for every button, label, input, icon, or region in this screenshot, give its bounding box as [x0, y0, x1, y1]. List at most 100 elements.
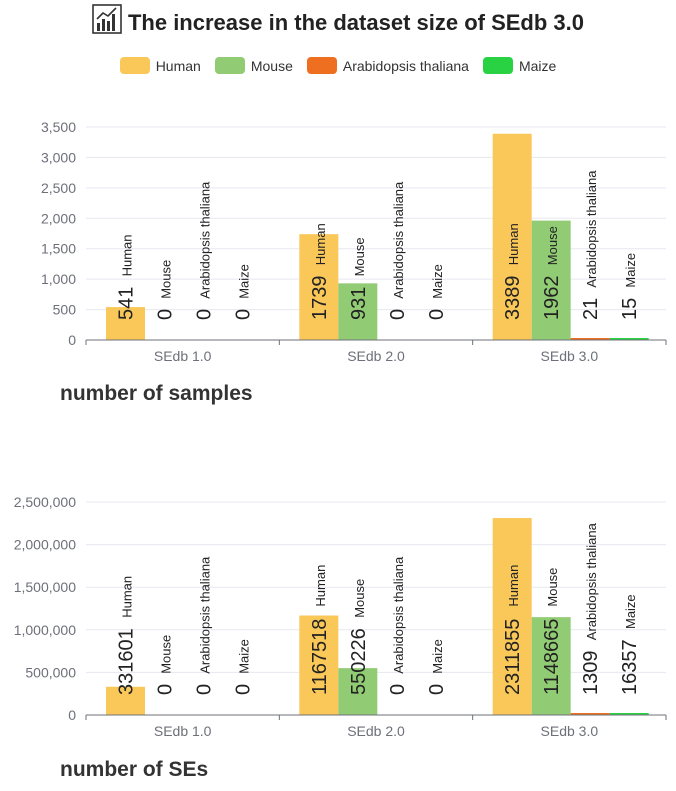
legend-swatch — [306, 57, 337, 74]
bar[interactable] — [106, 686, 145, 715]
series-label: Human — [120, 234, 135, 276]
x-tick-label: SEdb 1.0 — [154, 348, 212, 364]
series-label: Mouse — [545, 226, 560, 265]
data-label: 541 — [116, 287, 138, 320]
data-label: 1167518 — [309, 619, 331, 695]
series-label: Mouse — [545, 568, 560, 607]
data-label: 931 — [348, 287, 370, 320]
y-tick-label: 3,500 — [41, 119, 76, 135]
ses-chart-caption: number of SEs — [60, 758, 209, 781]
y-tick-label: 1,500 — [41, 241, 76, 257]
data-label: 1309 — [580, 651, 602, 696]
x-tick-label: SEdb 2.0 — [347, 348, 405, 364]
y-tick-label: 0 — [68, 707, 76, 723]
bar[interactable] — [338, 283, 378, 340]
bar[interactable] — [299, 615, 339, 715]
series-label: Mouse — [352, 579, 367, 618]
data-label: 0 — [194, 309, 216, 320]
x-tick-label: SEdb 3.0 — [541, 723, 599, 739]
bar[interactable] — [299, 234, 339, 340]
legend-item-maize[interactable]: Maize — [482, 57, 557, 74]
legend-item-arabidopsis[interactable]: Arabidopsis thaliana — [306, 57, 469, 74]
data-label: 0 — [233, 684, 255, 695]
legend-item-mouse[interactable]: Mouse — [214, 57, 293, 74]
y-tick-label: 2,500,000 — [14, 494, 76, 510]
data-label: 21 — [580, 298, 602, 320]
samples-chart-caption: number of samples — [60, 382, 253, 405]
data-label: 0 — [194, 684, 216, 695]
legend-swatch — [119, 57, 150, 74]
series-label: Arabidopsis thaliana — [391, 556, 406, 674]
legend: Human Mouse Arabidopsis thaliana Maize — [0, 57, 676, 74]
ses-chart: 0 500,000 1,000,000 1,500,000 2,000,000 2,500… — [14, 494, 667, 739]
series-label: Human — [120, 576, 135, 618]
series-label: Mouse — [352, 237, 367, 276]
bar-chart-icon — [92, 4, 122, 34]
series-label: Human — [313, 565, 328, 607]
bar[interactable] — [531, 220, 571, 340]
data-label: 1962 — [541, 276, 563, 321]
data-label: 0 — [155, 309, 177, 320]
data-label: 1148665 — [541, 619, 563, 695]
series-label: Maize — [430, 639, 445, 674]
legend-item-human[interactable]: Human — [119, 57, 201, 74]
legend-swatch — [214, 57, 245, 74]
bar[interactable] — [531, 617, 571, 715]
series-label: Arabidopsis thaliana — [584, 522, 599, 640]
samples-chart: 0 500 1,000 1,500 2,000 2,500 3,000 3,500 541 Hum… — [41, 119, 667, 364]
series-label: Maize — [623, 594, 638, 629]
y-tick-label: 1,500,000 — [14, 579, 76, 595]
data-label: 16357 — [619, 639, 641, 695]
data-label: 3389 — [502, 276, 524, 321]
series-label: Maize — [430, 264, 445, 299]
data-label: 0 — [387, 309, 409, 320]
series-label: Mouse — [159, 260, 174, 299]
series-label: Arabidopsis thaliana — [198, 181, 213, 299]
data-label: 2311855 — [502, 619, 524, 695]
y-tick-label: 0 — [68, 332, 76, 348]
y-tick-label: 1,000,000 — [14, 622, 76, 638]
legend-label: Maize — [518, 57, 557, 74]
data-label: 550226 — [348, 628, 370, 695]
data-label: 0 — [387, 684, 409, 695]
chart-title: The increase in the dataset size of SEdb… — [0, 4, 676, 36]
series-label: Human — [506, 565, 521, 607]
series-label: Arabidopsis thaliana — [391, 181, 406, 299]
data-label: 0 — [426, 309, 448, 320]
y-tick-label: 2,500 — [41, 180, 76, 196]
series-label: Human — [506, 223, 521, 265]
legend-label: Arabidopsis thaliana — [342, 57, 469, 74]
y-tick-label: 1,000 — [41, 271, 76, 287]
series-label: Maize — [237, 639, 252, 674]
y-tick-label: 500,000 — [25, 664, 76, 680]
bar[interactable] — [570, 338, 610, 340]
series-label: Maize — [237, 264, 252, 299]
chart-title-text: The increase in the dataset size of SEdb… — [127, 10, 585, 35]
y-tick-label: 2,000,000 — [14, 537, 76, 553]
series-label: Arabidopsis thaliana — [584, 170, 599, 288]
data-label: 331601 — [116, 628, 138, 695]
y-tick-label: 2,000 — [41, 210, 76, 226]
series-label: Mouse — [159, 635, 174, 674]
data-label: 0 — [155, 684, 177, 695]
bar[interactable] — [609, 713, 649, 715]
data-label: 0 — [233, 309, 255, 320]
data-label: 0 — [426, 684, 448, 695]
bar[interactable] — [492, 133, 532, 340]
series-label: Arabidopsis thaliana — [198, 556, 213, 674]
bar[interactable] — [570, 713, 610, 715]
legend-label: Human — [155, 57, 201, 74]
bar[interactable] — [609, 338, 649, 340]
data-label: 1739 — [309, 276, 331, 321]
x-tick-label: SEdb 1.0 — [154, 723, 212, 739]
data-label: 15 — [619, 298, 641, 320]
bar[interactable] — [106, 307, 145, 340]
series-label: Maize — [623, 253, 638, 288]
y-tick-label: 3,000 — [41, 149, 76, 165]
series-label: Human — [313, 223, 328, 265]
x-tick-label: SEdb 3.0 — [541, 348, 599, 364]
legend-label: Mouse — [250, 57, 293, 74]
bar[interactable] — [492, 518, 532, 715]
y-tick-label: 500 — [53, 302, 77, 318]
bar[interactable] — [338, 668, 378, 715]
